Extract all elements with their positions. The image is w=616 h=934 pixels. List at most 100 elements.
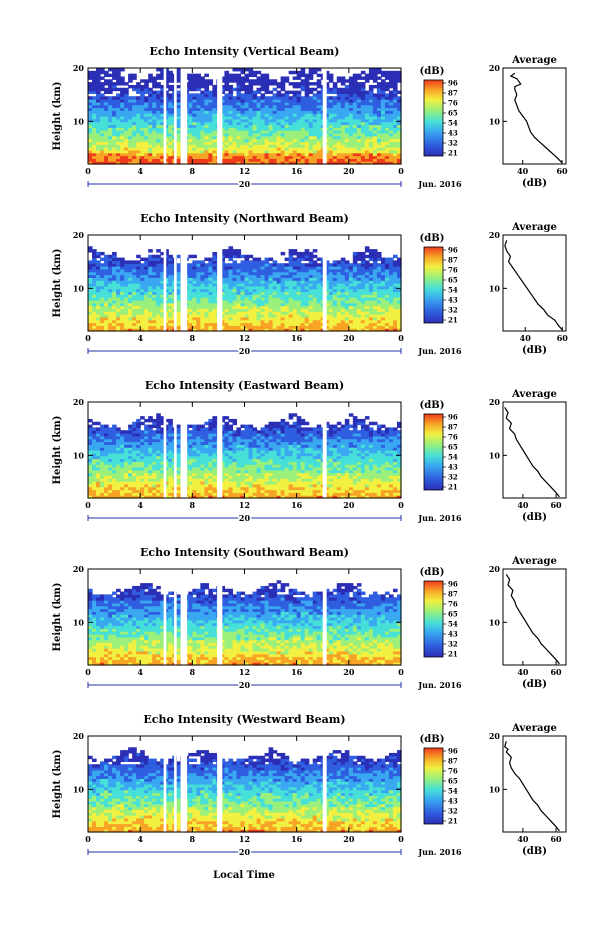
heatmap-cell (144, 96, 149, 99)
heatmap-cell (176, 91, 181, 94)
heatmap-cell (309, 96, 314, 99)
heatmap-cell (341, 88, 346, 91)
heatmap-cell (293, 258, 298, 261)
x-tick-label: 20 (343, 166, 355, 176)
heatmap-cell (124, 88, 129, 91)
heatmap-cell (176, 263, 181, 266)
heatmap-cell (365, 74, 370, 77)
heatmap-cell (228, 85, 233, 88)
day-label: 20 (239, 179, 251, 189)
x-tick-label: 0 (398, 166, 404, 176)
x-tick-label: 20 (343, 333, 355, 343)
heatmap-cell (132, 422, 137, 425)
heatmap-cell (196, 260, 201, 263)
heatmap-cell (361, 252, 366, 255)
colorbar-tick-label: 96 (448, 246, 458, 255)
x-tick-label: 8 (190, 166, 196, 176)
heatmap-cell (389, 258, 394, 261)
heatmap-cell (108, 79, 113, 82)
heatmap-cell (373, 85, 378, 88)
heatmap-cell (313, 249, 318, 252)
heatmap-cell (317, 74, 322, 77)
heatmap-cell (92, 427, 97, 430)
heatmap-cell (144, 79, 149, 82)
heatmap-cell (100, 252, 105, 255)
heatmap-cell (349, 263, 354, 266)
heatmap-cell (208, 91, 213, 94)
heatmap-cell (305, 263, 310, 266)
heatmap-cell (168, 93, 173, 96)
panel-title: Echo Intensity (Vertical Beam) (149, 45, 339, 58)
x-tick-label: 0 (85, 333, 91, 343)
heatmap-cell (100, 425, 105, 428)
heatmap-cell (301, 96, 306, 99)
x-tick-label: 0 (85, 166, 91, 176)
colorbar (424, 247, 443, 323)
colorbar-tick-label: 87 (448, 89, 458, 98)
heatmap-cell (88, 71, 93, 74)
heatmap-cell (393, 71, 398, 74)
colorbar-tick-label: 32 (448, 139, 458, 148)
colorbar-tick-label: 32 (448, 306, 458, 315)
heatmap-cell (289, 96, 294, 99)
heatmap-cell (281, 93, 286, 96)
colorbar-tick-label: 96 (448, 79, 458, 88)
heatmap-cell (112, 96, 117, 99)
heatmap-cell (269, 258, 274, 261)
heatmap-cell (108, 68, 113, 71)
heatmap-cell (357, 74, 362, 77)
heatmap-cell (196, 74, 201, 77)
heatmap-cell (381, 79, 386, 82)
heatmap-cell (96, 422, 101, 425)
heatmap-cell (361, 82, 366, 85)
heatmap-cell (88, 82, 93, 85)
heatmap-cell (301, 252, 306, 255)
heatmap-cell (232, 74, 237, 77)
heatmap-cell (357, 263, 362, 266)
colorbar-unit: (dB) (420, 233, 445, 244)
heatmap-cell (140, 79, 145, 82)
heatmap-cell (261, 93, 266, 96)
heatmap-cell (148, 74, 153, 77)
heatmap-cell (293, 91, 298, 94)
heatmap-cell (345, 79, 350, 82)
data-gap (174, 68, 177, 164)
heatmap-cell (269, 91, 274, 94)
colorbar-unit: (dB) (420, 66, 445, 77)
heatmap-cell (100, 82, 105, 85)
average-x-tick-label: 60 (556, 166, 568, 176)
heatmap-cell (112, 68, 117, 71)
data-gap (181, 68, 188, 164)
y-tick-label: 10 (73, 116, 85, 126)
heatmap-cell (112, 82, 117, 85)
heatmap-cell (92, 422, 97, 425)
heatmap-cell (140, 258, 145, 261)
average-xlabel: (dB) (522, 178, 547, 189)
heatmap-cell (269, 263, 274, 266)
panel-2: Echo Intensity (Eastward Beam)2010Height… (52, 379, 566, 523)
heatmap-cell (373, 249, 378, 252)
heatmap-cell (265, 258, 270, 261)
heatmap-cell (200, 76, 205, 79)
colorbar-tick-label: 65 (448, 276, 458, 285)
heatmap-cell (329, 96, 334, 99)
y-tick-label: 20 (73, 63, 85, 73)
heatmap-cell (148, 416, 153, 419)
heatmap-cell (232, 96, 237, 99)
heatmap-cell (377, 76, 382, 79)
heatmap-cell (329, 74, 334, 77)
heatmap-cell (317, 68, 322, 71)
average-y-tick-label: 20 (489, 63, 501, 73)
heatmap-cell (92, 249, 97, 252)
heatmap-cell (385, 82, 390, 85)
x-tick-label: 4 (137, 166, 143, 176)
heatmap-cell (333, 96, 338, 99)
average-title: Average (511, 55, 557, 66)
heatmap-cell (136, 82, 141, 85)
heatmap-cell (140, 416, 145, 419)
heatmap-cell (253, 79, 258, 82)
heatmap-cell (140, 263, 145, 266)
heatmap-cell (116, 68, 121, 71)
heatmap-cell (120, 258, 125, 261)
heatmap-cell (148, 88, 153, 91)
